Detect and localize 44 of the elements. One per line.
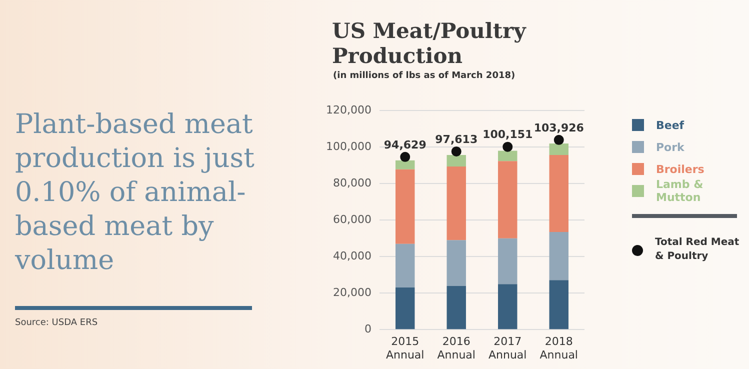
- x-tick-label: 2016 Annual: [437, 335, 476, 362]
- bar: [396, 160, 415, 170]
- text: Plant-based meat production is just 0.10% of animal-based meat by volume: [15, 108, 256, 278]
- bar: [549, 232, 568, 280]
- bar: [396, 287, 415, 330]
- bar: [549, 154, 568, 232]
- x-tick-label: 2018 Annual: [540, 335, 578, 362]
- point: [400, 152, 410, 162]
- bar: [498, 150, 518, 162]
- point: [502, 142, 513, 152]
- source-note: Source: USDA ERS: [15, 318, 98, 328]
- legend-label: Beef: [656, 118, 684, 132]
- bar: [446, 240, 466, 286]
- bar: [396, 169, 415, 244]
- y-tick-label: 20,000: [332, 286, 372, 299]
- bar: [549, 280, 568, 330]
- bar: [498, 284, 518, 330]
- bar: [549, 143, 568, 155]
- y-tick-label: 100,000: [326, 140, 372, 153]
- legend-label: Broilers: [656, 162, 704, 176]
- data-label: 94,629: [384, 138, 426, 152]
- bar: [446, 166, 466, 240]
- y-tick-label: 60,000: [332, 212, 372, 226]
- data-label: 97,613: [435, 132, 478, 146]
- bar: [498, 238, 518, 284]
- bar: [446, 286, 466, 330]
- point: [451, 146, 462, 156]
- bar: [396, 244, 415, 288]
- legend-label: Pork: [656, 140, 684, 154]
- bar: [446, 154, 466, 166]
- data-label: 100,151: [482, 128, 533, 142]
- chart-subtitle: (in millions of lbs as of March 2018): [333, 71, 516, 81]
- y-tick-label: 0: [364, 322, 372, 336]
- chart-title: US Meat/Poultry Production: [332, 18, 528, 68]
- x-tick-label: 2015 Annual: [386, 335, 424, 362]
- y-tick-label: 80,000: [332, 176, 372, 190]
- point: [554, 134, 564, 145]
- legend-label: Total Red Meat & Poultry: [655, 236, 740, 264]
- y-tick-label: 120,000: [326, 103, 372, 116]
- data-label: 103,926: [534, 121, 584, 134]
- y-tick-label: 40,000: [332, 249, 372, 262]
- legend-label: Lamb & Mutton: [656, 178, 704, 204]
- x-tick-label: 2017 Annual: [488, 335, 527, 362]
- bar: [498, 161, 518, 238]
